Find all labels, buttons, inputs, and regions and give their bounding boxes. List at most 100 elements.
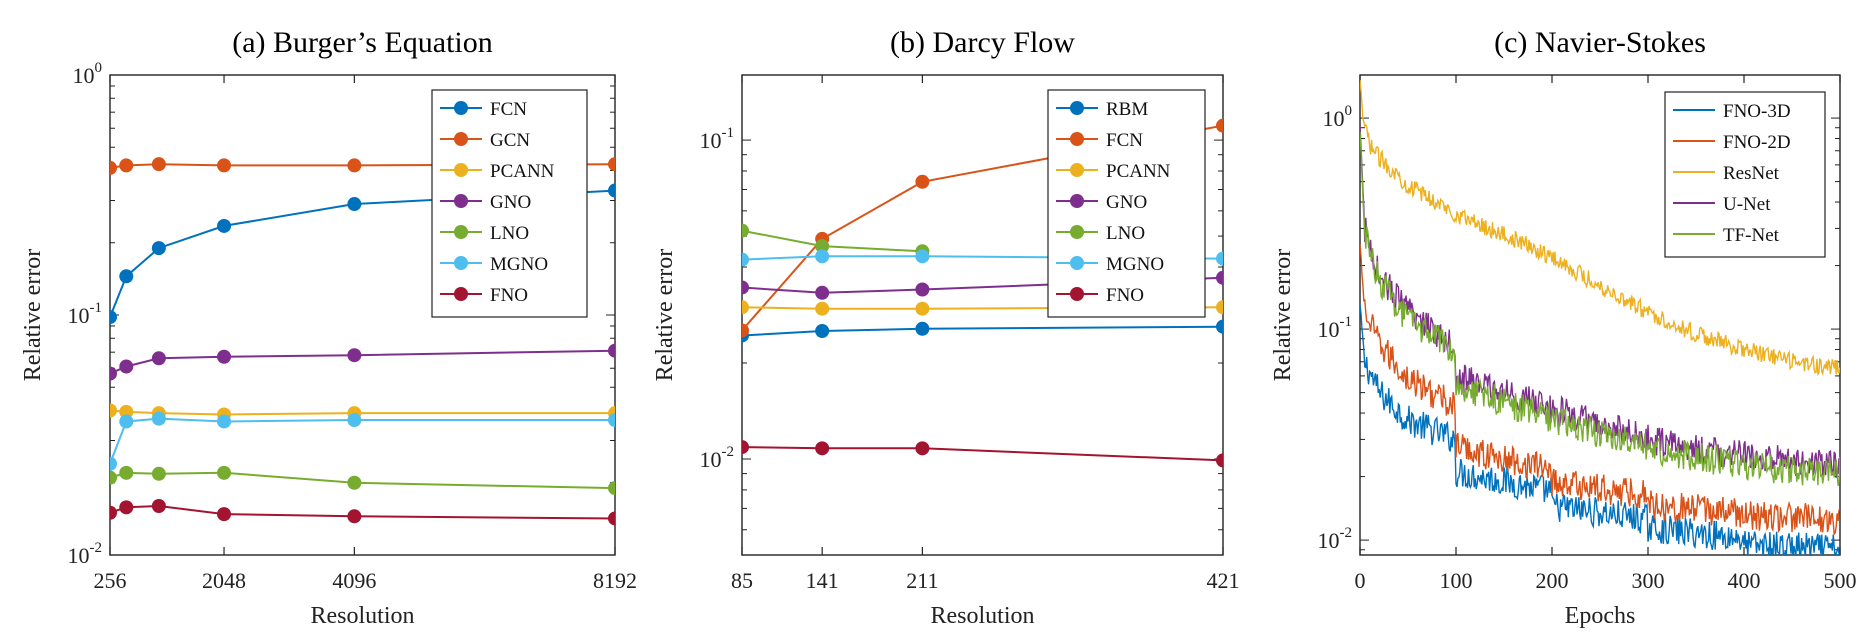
series-fno-2d [1360, 244, 1840, 536]
legend: FCN GCN PCANN GNO LNO MGNO FNO [431, 89, 588, 318]
data-point [742, 223, 749, 238]
legend-label: LNO [490, 223, 529, 244]
series-line [1360, 79, 1840, 377]
data-point [217, 349, 232, 364]
legend-label: MGNO [1106, 254, 1164, 275]
data-point [347, 348, 362, 363]
data-point [815, 301, 830, 316]
series-fno-3d [1360, 304, 1840, 555]
legend: RBM FCN PCANN GNO LNO MGNO FNO [1047, 89, 1206, 318]
data-point [119, 465, 134, 480]
series-line [110, 471, 615, 490]
legend-swatch-marker [1070, 194, 1084, 208]
x-tick-label: 211 [906, 568, 938, 593]
data-point [110, 310, 117, 325]
x-tick-label: 100 [1440, 568, 1473, 593]
legend-swatch-marker [1070, 287, 1084, 301]
legend-label: U-Net [1723, 194, 1771, 215]
legend-label: FNO-3D [1723, 101, 1791, 122]
data-point [815, 285, 830, 300]
legend-label: RBM [1106, 99, 1148, 120]
data-point [217, 218, 232, 233]
data-point [815, 323, 830, 338]
data-layer [110, 157, 615, 526]
data-point [742, 252, 749, 267]
legend-swatch-marker [454, 101, 468, 115]
legend-swatch-marker [1070, 132, 1084, 146]
legend-item: ResNet [1673, 163, 1780, 184]
y-axis-label: Relative error [652, 249, 678, 382]
data-point [151, 157, 166, 172]
legend-label: FCN [1106, 130, 1143, 151]
data-point [915, 441, 930, 456]
data-point [1216, 453, 1223, 468]
data-point [110, 456, 117, 471]
data-point [742, 300, 749, 315]
y-tick-label: 10-1 [1318, 314, 1353, 342]
data-point [915, 249, 930, 264]
legend-item: GNO [440, 192, 531, 213]
x-tick-label: 500 [1824, 568, 1857, 593]
legend-label: FCN [490, 99, 527, 120]
data-point [151, 241, 166, 256]
data-point [119, 404, 134, 419]
x-tick-label: 8192 [593, 568, 637, 593]
data-point [1216, 118, 1223, 133]
panel-3: (c) Navier-Stokes 0 100 200 300 400 500 10-2 10-… [1270, 26, 1857, 629]
data-point [347, 509, 362, 524]
legend-swatch-marker [454, 225, 468, 239]
data-point [815, 239, 830, 254]
data-point [119, 414, 134, 429]
legend-item: PCANN [1056, 161, 1171, 182]
data-point [608, 183, 615, 198]
legend-item: MGNO [1056, 254, 1164, 275]
legend-item: GNO [1056, 192, 1147, 213]
y-tick-label: 100 [73, 60, 103, 88]
data-point [608, 481, 615, 496]
legend: FNO-3D FNO-2D ResNet U-Net TF-Net [1664, 91, 1826, 258]
x-axis-label: Epochs [1565, 603, 1636, 629]
legend-item: RBM [1056, 99, 1148, 120]
data-point [151, 499, 166, 514]
series-rbm [742, 319, 1223, 343]
x-tick-label: 2048 [202, 568, 246, 593]
x-tick-label: 256 [94, 568, 127, 593]
data-point [119, 269, 134, 284]
legend-swatch-marker [454, 287, 468, 301]
data-point [151, 351, 166, 366]
plot-frame [1359, 74, 1841, 556]
data-point [151, 466, 166, 481]
y-axis-label: Relative error [20, 249, 46, 382]
x-tick-label: 421 [1207, 568, 1240, 593]
data-point [110, 160, 117, 175]
series-lno [742, 223, 930, 259]
legend-label: FNO-2D [1723, 132, 1791, 153]
series-resnet [1360, 79, 1840, 377]
legend-item: LNO [1056, 223, 1145, 244]
series-lno [110, 465, 615, 496]
y-tick-label: 10-1 [700, 125, 735, 153]
data-point [151, 411, 166, 426]
series-line [110, 417, 615, 465]
data-point [347, 197, 362, 212]
legend-label: MGNO [490, 254, 548, 275]
series-line [110, 504, 615, 520]
legend-swatch-marker [1070, 225, 1084, 239]
legend-label: TF-Net [1723, 225, 1780, 246]
legend-swatch-marker [1070, 256, 1084, 270]
chart-title: (c) Navier-Stokes [1494, 26, 1706, 59]
series-line [742, 325, 1223, 337]
legend-item: FCN [440, 99, 527, 120]
x-tick-label: 85 [731, 568, 753, 593]
legend-swatch-marker [1070, 101, 1084, 115]
data-point [608, 343, 615, 358]
data-point [915, 321, 930, 336]
data-point [1216, 251, 1223, 266]
legend-label: PCANN [490, 161, 555, 182]
data-point [915, 282, 930, 297]
x-tick-label: 0 [1355, 568, 1366, 593]
series-mgno [110, 411, 615, 471]
data-point [217, 507, 232, 522]
x-axis-label: Resolution [930, 603, 1034, 629]
